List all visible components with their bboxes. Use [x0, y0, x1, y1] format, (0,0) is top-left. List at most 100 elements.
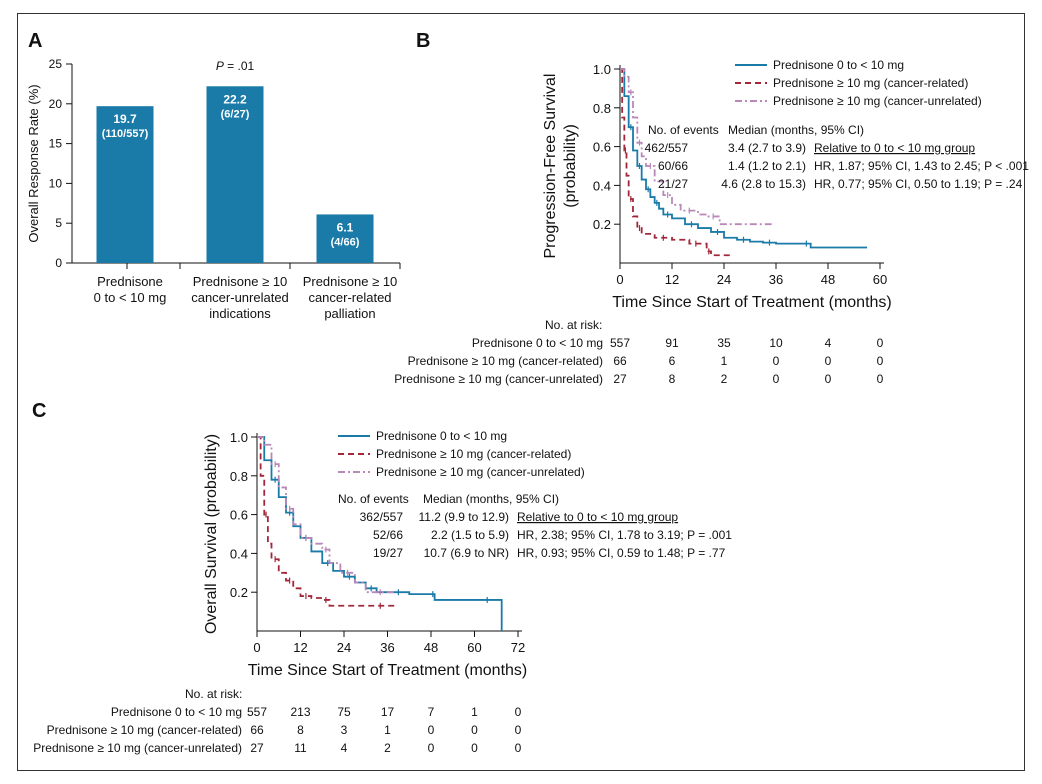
panel-a-bar-value-label: 6.1: [337, 220, 354, 234]
panel-a-y-tick-label: 10: [49, 176, 63, 190]
panel-a-y-tick-label: 25: [49, 57, 63, 71]
panel-a-category-label: cancer-related: [308, 290, 391, 305]
panel-c-risk-count: 4: [341, 741, 348, 755]
panel-b-risk-row-label: Prednisone ≥ 10 mg (cancer-unrelated): [394, 372, 603, 386]
panel-b-risk-count: 0: [825, 372, 832, 386]
panel-b-y-tick-label: 1.0: [593, 62, 611, 77]
panel-c-risk-count: 17: [381, 705, 395, 719]
panel-c-median-value: 11.2 (9.9 to 12.9): [418, 510, 509, 524]
panel-c-y-tick-label: 0.2: [230, 585, 248, 600]
panel-c-x-tick-label: 24: [337, 640, 351, 655]
panel-b-y-tick-label: 0.6: [593, 140, 611, 155]
panel-b-x-tick-label: 60: [873, 272, 887, 287]
panel-c-risk-count: 0: [515, 705, 522, 719]
panel-a-bar-count-label: (4/66): [331, 236, 360, 248]
panel-a-bar: [316, 214, 374, 263]
panel-c-x-tick-label: 72: [511, 640, 525, 655]
panel-b-events-header: No. of events: [648, 123, 719, 137]
panel-a-category-label: indications: [209, 306, 271, 321]
panel-c-risk-count: 66: [250, 723, 264, 737]
panel-c-y-tick-label: 0.4: [230, 546, 248, 561]
panel-a-bar: [96, 106, 154, 263]
panel-a-bar-count-label: (110/557): [102, 128, 149, 140]
panel-b-risk-count: 35: [717, 336, 731, 350]
panel-b-risk-count: 8: [669, 372, 676, 386]
panel-c-hazard-ratio: HR, 2.38; 95% CI, 1.78 to 3.19; P = .001: [517, 528, 732, 542]
panel-c-hazard-ratio: HR, 0.93; 95% CI, 0.59 to 1.48; P = .77: [517, 546, 726, 560]
panel-c-y-tick-label: 0.6: [230, 508, 248, 523]
panel-label-a: A: [28, 30, 42, 52]
panel-c-x-tick-label: 60: [467, 640, 481, 655]
panel-c-events-header: No. of events: [338, 492, 409, 506]
panel-c-risk-count: 11: [294, 741, 307, 755]
panel-c-median-value: 2.2 (1.5 to 5.9): [431, 528, 509, 542]
panel-b-y-axis-label: Progression-Free Survival: [542, 74, 559, 259]
panel-b-risk-count: 2: [721, 372, 728, 386]
panel-a-y-tick-label: 0: [55, 256, 62, 270]
panel-b-risk-row-label: Prednisone 0 to < 10 mg: [472, 336, 603, 350]
panel-b-median-value: 1.4 (1.2 to 2.1): [728, 159, 806, 173]
panel-a-bar: [206, 86, 264, 264]
panel-b-risk-count: 0: [825, 354, 832, 368]
panel-c-risk-count: 0: [515, 723, 522, 737]
panel-label-b: B: [416, 30, 430, 52]
panel-c-legend-label: Prednisone ≥ 10 mg (cancer-related): [376, 447, 571, 461]
panel-b-x-tick-label: 36: [769, 272, 783, 287]
panel-b-y-tick-label: 0.8: [593, 101, 611, 116]
panel-c-survival-curve: [257, 436, 395, 607]
panel-c-x-tick-label: 36: [380, 640, 394, 655]
panel-c-y-axis-label: Overall Survival (probability): [203, 434, 220, 634]
panel-c-risk-count: 75: [337, 705, 351, 719]
panel-c-risk-table-title: No. at risk:: [185, 687, 242, 701]
panel-c-risk-count: 1: [471, 705, 478, 719]
panel-c-risk-count: 0: [515, 741, 522, 755]
panel-b-hazard-ratio: HR, 0.77; 95% CI, 0.50 to 1.19; P = .24: [814, 177, 1023, 191]
panel-c-risk-count: 557: [247, 705, 267, 719]
panel-c-x-tick-label: 0: [253, 640, 260, 655]
panel-b-events-count: 60/66: [658, 159, 688, 173]
panel-a-category-label: cancer-unrelated: [191, 290, 289, 305]
panel-c-y-tick-label: 0.8: [230, 469, 248, 484]
panel-b-risk-row-label: Prednisone ≥ 10 mg (cancer-related): [408, 354, 603, 368]
panel-b-median-value: 4.6 (2.8 to 15.3): [721, 177, 806, 191]
panel-a-p-value-annotation: P = .01: [216, 59, 255, 73]
panel-c-median-value: 10.7 (6.9 to NR): [424, 546, 509, 560]
panel-c-risk-count: 1: [384, 723, 391, 737]
panel-a-category-label: Prednisone ≥ 10: [193, 274, 288, 289]
panel-c-events-count: 19/27: [373, 546, 403, 560]
panel-b-x-tick-label: 48: [821, 272, 835, 287]
panel-b-risk-count: 4: [825, 336, 832, 350]
panel-b-legend-label: Prednisone 0 to < 10 mg: [773, 58, 904, 72]
panel-b-y-axis-label: (probability): [562, 124, 579, 208]
panel-c-events-count: 362/557: [360, 510, 404, 524]
panel-b-risk-count: 1: [721, 354, 728, 368]
panel-b-y-tick-label: 0.4: [593, 178, 611, 193]
panel-b-legend-label: Prednisone ≥ 10 mg (cancer-unrelated): [773, 94, 982, 108]
panel-c-risk-count: 0: [471, 741, 478, 755]
panel-b-risk-count: 557: [610, 336, 630, 350]
panel-c-survival-curve: [257, 436, 395, 594]
panel-a-bar-value-label: 22.2: [223, 92, 247, 106]
panel-c-risk-count: 2: [384, 741, 391, 755]
panel-c-legend-label: Prednisone ≥ 10 mg (cancer-unrelated): [376, 465, 585, 479]
panel-b-x-tick-label: 24: [717, 272, 731, 287]
panel-a-y-axis-label: Overall Response Rate (%): [26, 84, 41, 242]
figure-frame: [17, 13, 1025, 771]
panel-b-hazard-ratio: HR, 1.87; 95% CI, 1.43 to 2.45; P < .001: [814, 159, 1029, 173]
panel-b-risk-count: 6: [669, 354, 676, 368]
panel-a-category-label: palliation: [324, 306, 375, 321]
panel-c-risk-count: 213: [290, 705, 310, 719]
panel-c-risk-count: 0: [428, 723, 435, 737]
panel-b-y-tick-label: 0.2: [593, 217, 611, 232]
panel-c-survival-curve: [257, 436, 503, 631]
panel-c-risk-count: 0: [471, 723, 478, 737]
panel-c-risk-row-label: Prednisone ≥ 10 mg (cancer-related): [47, 723, 242, 737]
panel-a-y-tick-label: 20: [49, 97, 63, 111]
panel-b-events-count: 21/27: [658, 177, 688, 191]
panel-b-median-value: 3.4 (2.7 to 3.9): [728, 141, 806, 155]
panel-c-risk-count: 27: [250, 741, 264, 755]
panel-c-y-tick-label: 1.0: [230, 430, 248, 445]
panel-a-bar-value-label: 19.7: [113, 112, 137, 126]
panel-b-x-tick-label: 0: [616, 272, 623, 287]
panel-b-risk-count: 0: [773, 354, 780, 368]
